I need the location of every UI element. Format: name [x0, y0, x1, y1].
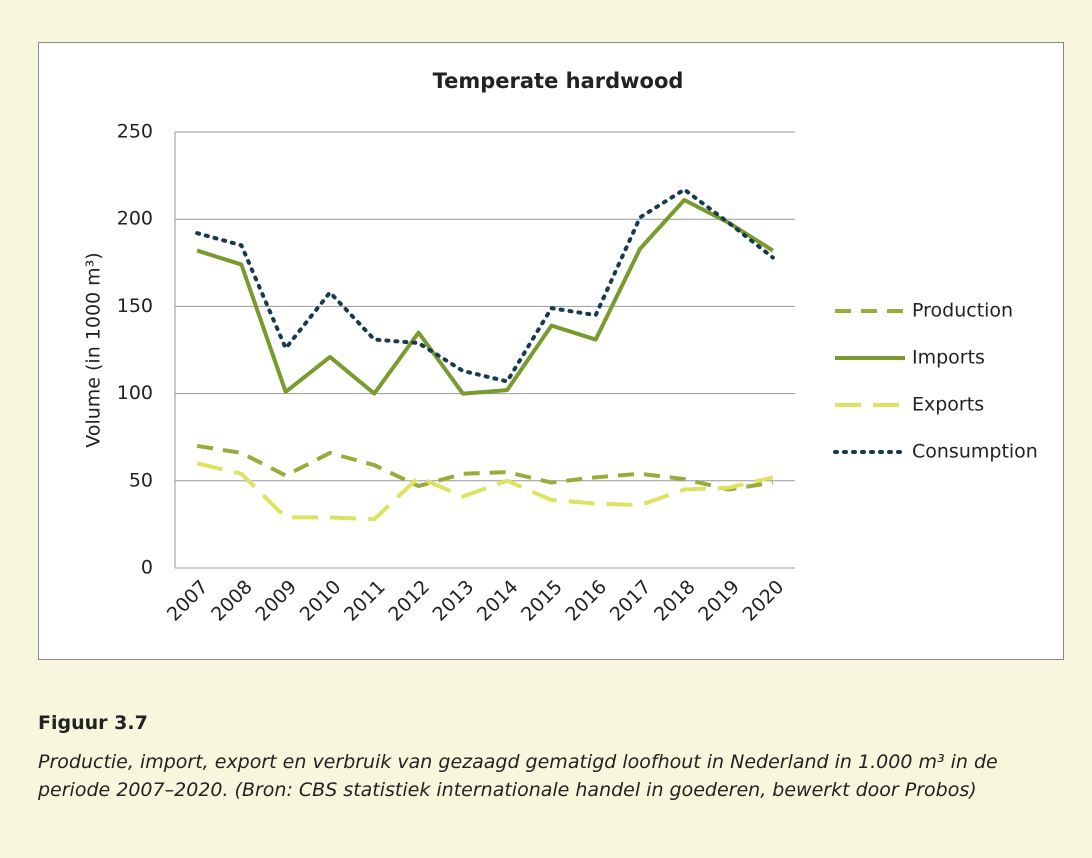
legend-label: Exports: [912, 394, 984, 416]
y-tick-label: 200: [117, 208, 153, 230]
y-tick-label: 50: [129, 469, 153, 491]
y-tick-label: 150: [117, 295, 153, 317]
legend-label: Consumption: [912, 441, 1038, 463]
legend-label: Imports: [912, 347, 985, 369]
y-axis-label: Volume (in 1000 m³): [83, 252, 105, 447]
caption-text: Productie, import, export en verbruik va…: [38, 751, 998, 801]
series-line: [196, 198, 774, 396]
series-line: [195, 187, 775, 384]
y-tick-label: 250: [117, 121, 153, 143]
y-tick-label: 0: [141, 557, 153, 579]
chart: Temperate hardwood Volume (in 1000 m³) 0…: [38, 42, 1064, 660]
series-line: [196, 461, 774, 522]
caption-label: Figuur 3.7: [38, 712, 148, 734]
y-tick-label: 100: [117, 382, 153, 404]
series-line: [196, 443, 774, 492]
chart-title: Temperate hardwood: [433, 69, 684, 93]
legend-label: Production: [912, 300, 1013, 322]
chart-frame: [38, 42, 1064, 660]
